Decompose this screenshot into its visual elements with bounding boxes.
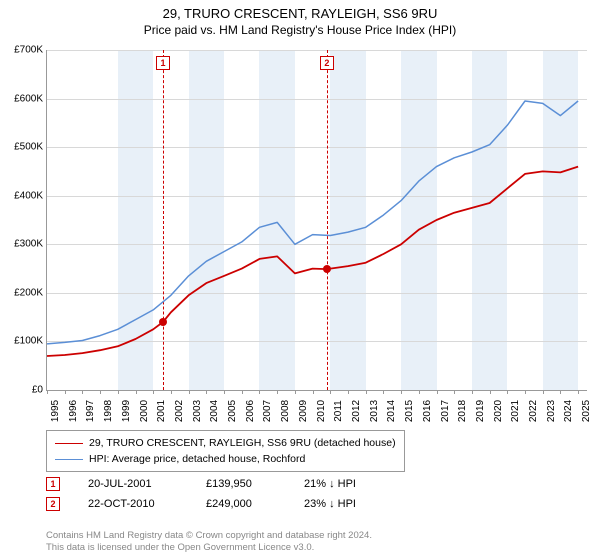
xtick-label: 2014 [386, 400, 397, 422]
xtick-label: 2012 [351, 400, 362, 422]
xtick-mark [259, 390, 260, 394]
xtick-mark [366, 390, 367, 394]
xtick-label: 1996 [68, 400, 79, 422]
sale-row-price: £139,950 [206, 474, 276, 494]
xtick-label: 2016 [422, 400, 433, 422]
legend-label: HPI: Average price, detached house, Roch… [89, 451, 305, 467]
xtick-mark [490, 390, 491, 394]
ytick-label: £600K [3, 93, 43, 104]
xtick-mark [206, 390, 207, 394]
xtick-label: 2005 [227, 400, 238, 422]
xtick-mark [153, 390, 154, 394]
sale-row-date: 20-JUL-2001 [88, 474, 178, 494]
xtick-mark [401, 390, 402, 394]
xtick-mark [65, 390, 66, 394]
ytick-label: £700K [3, 45, 43, 56]
xtick-label: 2020 [493, 400, 504, 422]
xtick-label: 2018 [457, 400, 468, 422]
xtick-label: 2007 [262, 400, 273, 422]
sale-row: 1 20-JUL-2001 £139,950 21% ↓ HPI [46, 474, 384, 494]
xtick-mark [454, 390, 455, 394]
xtick-mark [560, 390, 561, 394]
footer-line2: This data is licensed under the Open Gov… [46, 542, 372, 554]
legend-item: 29, TRURO CRESCENT, RAYLEIGH, SS6 9RU (d… [55, 435, 396, 451]
xtick-label: 2002 [174, 400, 185, 422]
xtick-label: 1999 [121, 400, 132, 422]
sale-row-price: £249,000 [206, 494, 276, 514]
xtick-mark [507, 390, 508, 394]
footer-line1: Contains HM Land Registry data © Crown c… [46, 530, 372, 542]
xtick-mark [242, 390, 243, 394]
xtick-mark [136, 390, 137, 394]
xtick-label: 2022 [528, 400, 539, 422]
xtick-label: 2017 [440, 400, 451, 422]
chart-lines [47, 50, 587, 390]
footer-attribution: Contains HM Land Registry data © Crown c… [46, 530, 372, 554]
xtick-label: 2025 [581, 400, 592, 422]
xtick-mark [437, 390, 438, 394]
xtick-label: 1995 [50, 400, 61, 422]
xtick-label: 2003 [192, 400, 203, 422]
xtick-mark [189, 390, 190, 394]
xtick-label: 2013 [369, 400, 380, 422]
xtick-mark [525, 390, 526, 394]
ytick-label: £100K [3, 336, 43, 347]
series-hpi [47, 101, 578, 344]
xtick-label: 2024 [563, 400, 574, 422]
xtick-mark [47, 390, 48, 394]
sale-row: 2 22-OCT-2010 £249,000 23% ↓ HPI [46, 494, 384, 514]
xtick-mark [330, 390, 331, 394]
xtick-label: 2019 [475, 400, 486, 422]
xtick-mark [82, 390, 83, 394]
legend-swatch [55, 459, 83, 460]
xtick-label: 2008 [280, 400, 291, 422]
xtick-mark [348, 390, 349, 394]
xtick-label: 1998 [103, 400, 114, 422]
ytick-label: £200K [3, 287, 43, 298]
xtick-mark [295, 390, 296, 394]
ytick-label: £400K [3, 190, 43, 201]
xtick-mark [383, 390, 384, 394]
xtick-label: 2001 [156, 400, 167, 422]
xtick-mark [100, 390, 101, 394]
xtick-mark [224, 390, 225, 394]
xtick-label: 2021 [510, 400, 521, 422]
xtick-mark [419, 390, 420, 394]
xtick-label: 2004 [209, 400, 220, 422]
xtick-mark [543, 390, 544, 394]
sale-row-marker: 1 [46, 477, 60, 491]
ytick-label: £300K [3, 239, 43, 250]
xtick-label: 2011 [333, 400, 344, 422]
xtick-mark [578, 390, 579, 394]
xtick-mark [171, 390, 172, 394]
series-property [47, 167, 578, 356]
xtick-mark [472, 390, 473, 394]
xtick-label: 2015 [404, 400, 415, 422]
xtick-mark [118, 390, 119, 394]
xtick-label: 2009 [298, 400, 309, 422]
xtick-label: 2000 [139, 400, 150, 422]
sales-table: 1 20-JUL-2001 £139,950 21% ↓ HPI 2 22-OCT-201… [46, 474, 384, 514]
page-title: 29, TRURO CRESCENT, RAYLEIGH, SS6 9RU [0, 6, 600, 21]
xtick-label: 2006 [245, 400, 256, 422]
sale-row-delta: 23% ↓ HPI [304, 494, 384, 514]
xtick-mark [277, 390, 278, 394]
chart: £0£100K£200K£300K£400K£500K£600K£700K199… [46, 50, 587, 391]
legend-label: 29, TRURO CRESCENT, RAYLEIGH, SS6 9RU (d… [89, 435, 396, 451]
page-subtitle: Price paid vs. HM Land Registry's House … [0, 23, 600, 37]
legend-item: HPI: Average price, detached house, Roch… [55, 451, 396, 467]
ytick-label: £0 [3, 385, 43, 396]
xtick-mark [313, 390, 314, 394]
ytick-label: £500K [3, 142, 43, 153]
sale-row-date: 22-OCT-2010 [88, 494, 178, 514]
sale-row-delta: 21% ↓ HPI [304, 474, 384, 494]
xtick-label: 2010 [316, 400, 327, 422]
sale-row-marker: 2 [46, 497, 60, 511]
legend: 29, TRURO CRESCENT, RAYLEIGH, SS6 9RU (d… [46, 430, 405, 472]
xtick-label: 1997 [85, 400, 96, 422]
legend-swatch [55, 443, 83, 444]
xtick-label: 2023 [546, 400, 557, 422]
